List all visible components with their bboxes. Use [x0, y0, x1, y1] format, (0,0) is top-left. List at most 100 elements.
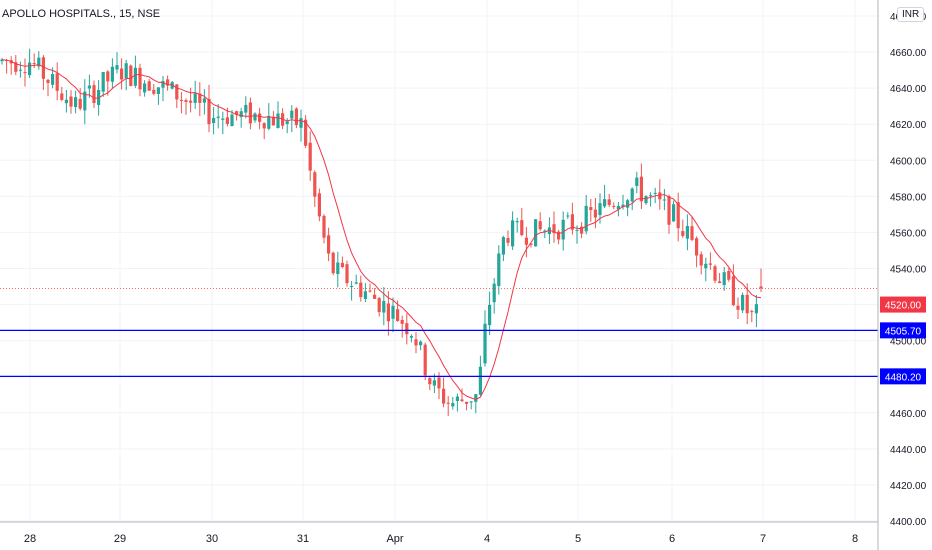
candle-body: [69, 96, 73, 107]
x-tick-label: Apr: [386, 533, 403, 545]
candle-body: [501, 237, 505, 255]
candle-body: [708, 263, 712, 265]
candle-body: [639, 176, 643, 202]
candle-body: [101, 72, 105, 92]
candle-body: [520, 220, 524, 236]
candle-body: [722, 272, 726, 286]
candle-body: [276, 113, 280, 129]
candle-body: [736, 305, 740, 310]
y-tick-label: 4580.00: [890, 192, 927, 203]
x-tick-label: 4: [484, 533, 490, 545]
candle-body: [294, 108, 298, 126]
candle-body: [423, 344, 427, 376]
candle-body: [124, 63, 128, 79]
candle-body: [612, 205, 616, 207]
candle-body: [534, 219, 538, 247]
candle-body: [731, 276, 735, 306]
candle-body: [644, 196, 648, 204]
level-price-badge-bg: [880, 368, 926, 385]
candle-body: [695, 238, 699, 256]
candle-body: [239, 111, 243, 118]
candle-body: [616, 205, 620, 210]
candle-body: [727, 270, 731, 280]
candle-body: [386, 303, 390, 322]
candle-body: [754, 304, 758, 314]
candle-body: [225, 117, 229, 124]
x-tick-label: 30: [206, 533, 218, 545]
candle-body: [465, 401, 469, 404]
candle-body: [184, 100, 188, 102]
candle-body: [451, 403, 455, 407]
candle-body: [690, 226, 694, 240]
candle-body: [193, 93, 197, 103]
candle-body: [221, 118, 225, 120]
candle-body: [0, 59, 4, 62]
candle-body: [630, 188, 634, 202]
candle-body: [161, 80, 165, 88]
symbol-title: APOLLO HOSPITALS., 15, NSE: [2, 8, 161, 20]
candle-body: [331, 252, 335, 274]
candle-body: [51, 74, 55, 85]
candle-body: [488, 304, 492, 326]
y-tick-label: 4400.00: [890, 517, 927, 528]
candle-body: [391, 305, 395, 319]
candle-body: [474, 394, 478, 402]
level-price-badge: 4505.70: [885, 326, 922, 337]
candle-body: [483, 323, 487, 364]
candle-body: [584, 205, 588, 232]
candle-body: [561, 219, 565, 240]
candle-body: [299, 118, 303, 128]
candle-body: [340, 262, 344, 268]
candle-body: [235, 111, 239, 115]
candle-body: [538, 221, 542, 230]
candle-body: [699, 254, 703, 266]
candle-body: [308, 142, 312, 171]
candle-body: [115, 65, 119, 70]
candle-body: [14, 62, 18, 72]
candle-body: [202, 98, 206, 103]
candle-body: [437, 377, 441, 389]
candle-body: [271, 116, 275, 126]
candle-body: [285, 121, 289, 125]
candle-body: [368, 290, 372, 292]
candle-body: [120, 68, 124, 80]
candle-body: [143, 83, 147, 93]
candle-body: [133, 67, 137, 86]
candle-body: [741, 294, 745, 311]
candle-body: [658, 192, 662, 200]
candle-body: [32, 63, 36, 65]
candle-body: [593, 209, 597, 218]
candle-body: [400, 319, 404, 324]
candle-body: [267, 116, 271, 129]
candle-body: [78, 98, 82, 109]
candle-body: [37, 57, 41, 67]
candle-body: [428, 378, 432, 385]
candle-body: [60, 93, 64, 100]
x-tick-label: 29: [114, 533, 126, 545]
y-tick-label: 4600.00: [890, 156, 927, 167]
candle-body: [492, 283, 496, 303]
candle-body: [442, 388, 446, 404]
candle-body: [524, 237, 528, 245]
candle-body: [566, 215, 570, 217]
candle-body: [313, 172, 317, 197]
candle-body: [557, 231, 561, 240]
candle-body: [432, 380, 436, 386]
candle-body: [64, 99, 68, 104]
candle-body: [506, 238, 510, 243]
candle-body: [607, 199, 611, 205]
y-tick-label: 4460.00: [890, 409, 927, 420]
candle-body: [83, 91, 87, 111]
candle-body: [676, 202, 680, 229]
candle-body: [198, 93, 202, 103]
candle-body: [147, 81, 151, 91]
candle-body: [156, 87, 160, 94]
level-price-badge-bg: [880, 322, 926, 339]
candle-body: [469, 401, 473, 403]
y-tick-label: 4560.00: [890, 228, 927, 239]
x-tick-label: 8: [852, 533, 858, 545]
candle-body: [750, 311, 754, 313]
currency-badge[interactable]: INR: [897, 7, 925, 22]
